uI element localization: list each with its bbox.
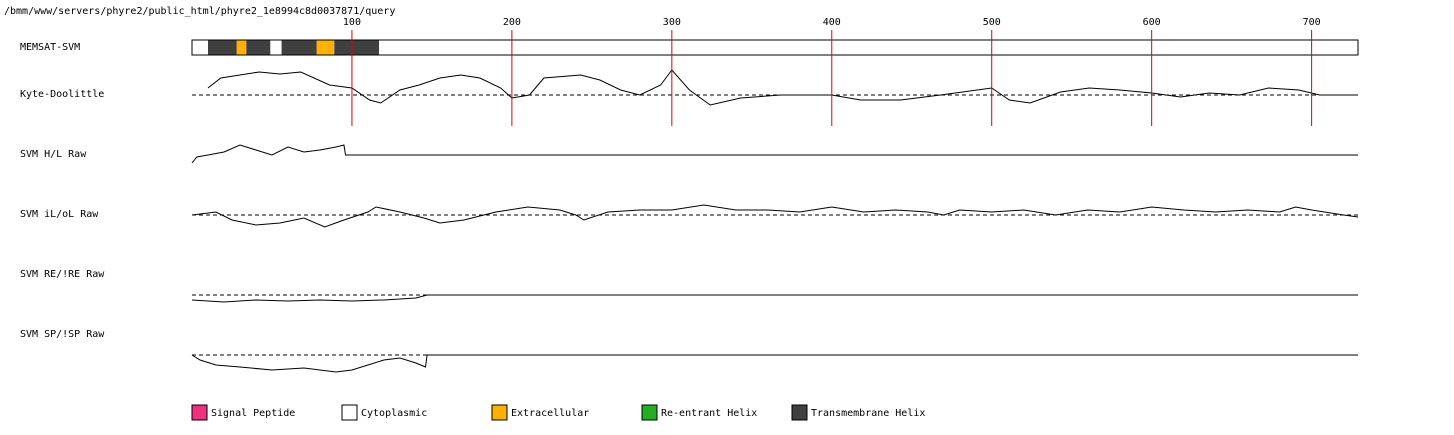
x-tick-label: 400 bbox=[823, 17, 841, 28]
topology-segment bbox=[207, 40, 237, 55]
trace bbox=[191, 144, 1358, 164]
trace bbox=[191, 354, 1358, 373]
trace bbox=[191, 204, 1359, 228]
x-tick-label: 100 bbox=[343, 17, 361, 28]
topology-segment bbox=[281, 40, 317, 55]
legend-label: Re-entrant Helix bbox=[661, 408, 757, 419]
trace bbox=[207, 69, 1358, 106]
topology-segment bbox=[316, 40, 335, 55]
row-label: Kyte-Doolittle bbox=[20, 89, 104, 100]
x-tick-label: 500 bbox=[983, 17, 1001, 28]
legend-swatch bbox=[341, 404, 358, 421]
legend-swatch bbox=[191, 404, 208, 421]
legend-label: Cytoplasmic bbox=[361, 408, 427, 419]
legend-label: Transmembrane Helix bbox=[811, 408, 925, 419]
topology-segment bbox=[334, 40, 380, 55]
legend-swatch bbox=[491, 404, 508, 421]
row-label: MEMSAT-SVM bbox=[20, 42, 80, 53]
file-path: /bmm/www/servers/phyre2/public_html/phyr… bbox=[4, 6, 395, 17]
x-tick-label: 700 bbox=[1303, 17, 1321, 28]
legend-label: Extracellular bbox=[511, 408, 589, 419]
row-label: SVM RE/!RE Raw bbox=[20, 269, 105, 280]
row-label: SVM H/L Raw bbox=[20, 149, 87, 160]
topology-segment bbox=[270, 40, 282, 55]
row-label: SVM SP/!SP Raw bbox=[20, 329, 105, 340]
topology-segment bbox=[379, 40, 1358, 55]
row-label: SVM iL/oL Raw bbox=[20, 209, 99, 220]
x-tick-label: 200 bbox=[503, 17, 521, 28]
trace bbox=[191, 294, 1358, 303]
topology-segment bbox=[192, 40, 208, 55]
legend-swatch bbox=[791, 404, 808, 421]
x-tick-label: 300 bbox=[663, 17, 681, 28]
legend-label: Signal Peptide bbox=[211, 408, 295, 419]
topology-frame bbox=[191, 39, 1359, 56]
topology-segment bbox=[246, 40, 271, 55]
x-tick-label: 600 bbox=[1143, 17, 1161, 28]
topology-segment bbox=[236, 40, 247, 55]
legend-swatch bbox=[641, 404, 658, 421]
